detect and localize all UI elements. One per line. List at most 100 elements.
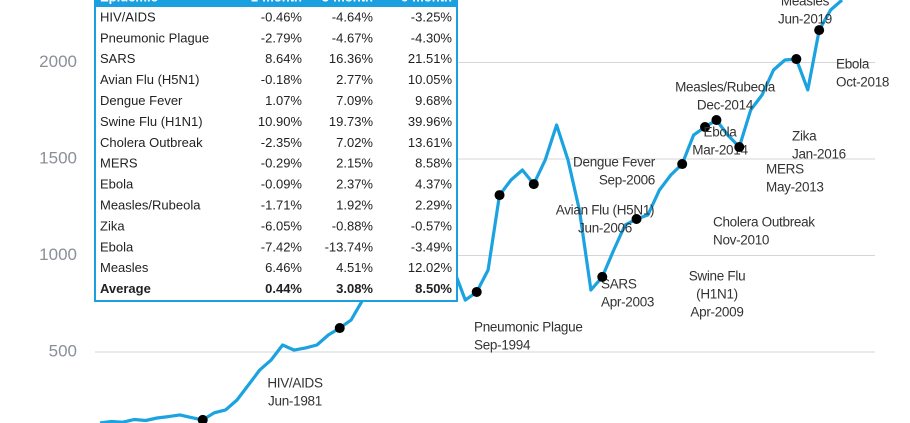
table-cell: 9.68% [415, 93, 452, 108]
annotation-label: Apr-2009 [690, 305, 743, 320]
table-cell: -7.42% [261, 239, 303, 254]
table-cell: 4.51% [336, 260, 373, 275]
table-cell: 1.92% [336, 198, 373, 213]
annotation-label: Ebola [836, 57, 870, 72]
annotation-label: SARS [601, 277, 637, 292]
table-cell: -2.79% [261, 30, 303, 45]
y-tick-label: 1500 [39, 148, 77, 167]
table-cell: 16.36% [329, 51, 374, 66]
table-cell: -4.67% [332, 30, 374, 45]
annotation-label: Nov-2010 [713, 233, 769, 248]
table-cell: Cholera Outbreak [100, 135, 203, 150]
y-tick-label: 1000 [39, 245, 77, 264]
annotation-label: Jan-2016 [792, 147, 846, 162]
event-marker [334, 323, 345, 334]
table-cell: 6.46% [265, 260, 302, 275]
event-marker [711, 115, 722, 126]
y-tick-label: 500 [49, 341, 77, 360]
table-cell: Measles/Rubeola [100, 198, 201, 213]
annotation-label: Jun-2019 [778, 12, 832, 27]
table-cell: 7.02% [336, 135, 373, 150]
table-cell: Measles [100, 260, 149, 275]
table-cell: -1.71% [261, 198, 303, 213]
annotation-label: Ebola [703, 125, 737, 140]
table-cell: Ebola [100, 239, 134, 254]
table-cell: -0.29% [261, 156, 303, 171]
table-cell: MERS [100, 156, 138, 171]
table-cell: -0.46% [261, 9, 303, 24]
annotation-label: Swine Flu [689, 269, 746, 284]
event-marker [471, 286, 482, 297]
table-cell: Average [100, 281, 151, 296]
annotation-label: HIV/AIDS [267, 376, 323, 391]
table-cell: 7.09% [336, 93, 373, 108]
event-marker [197, 414, 208, 423]
table-cell: 39.96% [408, 114, 453, 129]
table: Epidemic 1-month 3-month 6-month HIV/AIDS -0.… [94, 0, 458, 302]
event-marker [734, 142, 745, 153]
table-cell: -4.64% [332, 9, 374, 24]
table-cell: -3.25% [411, 9, 453, 24]
annotation-label: Measles/Rubeola [675, 80, 776, 95]
table-cell: -3.49% [411, 239, 453, 254]
table-cell: 10.90% [258, 114, 303, 129]
table-cell: 13.61% [408, 135, 453, 150]
annotation-label: Jun-1981 [268, 394, 322, 409]
annotation-label: Avian Flu (H5N1) [556, 203, 655, 218]
table-cell: 8.50% [415, 281, 452, 296]
table-cell: 0.44% [265, 281, 302, 296]
table-cell: -13.74% [325, 239, 374, 254]
table-header-bg [95, 0, 457, 7]
annotation-label: Cholera Outbreak [713, 215, 815, 230]
event-marker [791, 54, 802, 65]
annotation-label: (H1N1) [696, 287, 738, 302]
event-marker [814, 25, 825, 36]
table-cell: Ebola [100, 177, 134, 192]
table-cell: Swine Flu (H1N1) [100, 114, 203, 129]
table-cell: Zika [100, 218, 125, 233]
event-marker [494, 190, 505, 201]
table-header: Epidemic [100, 0, 158, 4]
table-cell: 10.05% [408, 72, 453, 87]
table-cell: 2.29% [415, 198, 452, 213]
annotation-label: Sep-2006 [599, 173, 655, 188]
table-cell: -0.09% [261, 177, 303, 192]
table-cell: -0.57% [411, 218, 453, 233]
annotation-label: Zika [792, 129, 817, 144]
event-marker [677, 159, 688, 170]
table-cell: 2.15% [336, 156, 373, 171]
table-box [94, 0, 458, 302]
annotation-label: Pneumonic Plague [474, 320, 583, 335]
event-marker [528, 179, 539, 190]
annotation-label: Measles [781, 0, 830, 9]
table-header: 1-month [251, 0, 302, 4]
table-cell: -0.18% [261, 72, 303, 87]
table-cell: 4.37% [415, 177, 452, 192]
event-marker [700, 121, 711, 132]
annotation-label: Dengue Fever [573, 155, 656, 170]
table-cell: 8.58% [415, 156, 452, 171]
table-cell: 1.07% [265, 93, 302, 108]
table-cell: 8.64% [265, 51, 302, 66]
table-cell: 21.51% [408, 51, 453, 66]
table-cell: -6.05% [261, 218, 303, 233]
annotation-label: Jun-2006 [578, 221, 632, 236]
table-cell: 2.37% [336, 177, 373, 192]
table-cell: 3.08% [336, 281, 373, 296]
event-marker [597, 271, 608, 282]
annotation-label: May-2013 [766, 180, 824, 195]
annotation-label: Sep-1994 [474, 338, 531, 353]
table-cell: 2.77% [336, 72, 373, 87]
annotation-label: Dec-2014 [697, 98, 754, 113]
table-cell: SARS [100, 51, 136, 66]
table-cell: Avian Flu (H5N1) [100, 72, 199, 87]
table-header: 3-month [322, 0, 373, 4]
annotation-label: Apr-2003 [601, 295, 654, 310]
table-cell: -2.35% [261, 135, 303, 150]
y-tick-label: 2000 [39, 52, 77, 71]
table-cell: 12.02% [408, 260, 453, 275]
table-cell: -4.30% [411, 30, 453, 45]
table-cell: Pneumonic Plague [100, 30, 209, 45]
table-header: 6-month [401, 0, 452, 4]
